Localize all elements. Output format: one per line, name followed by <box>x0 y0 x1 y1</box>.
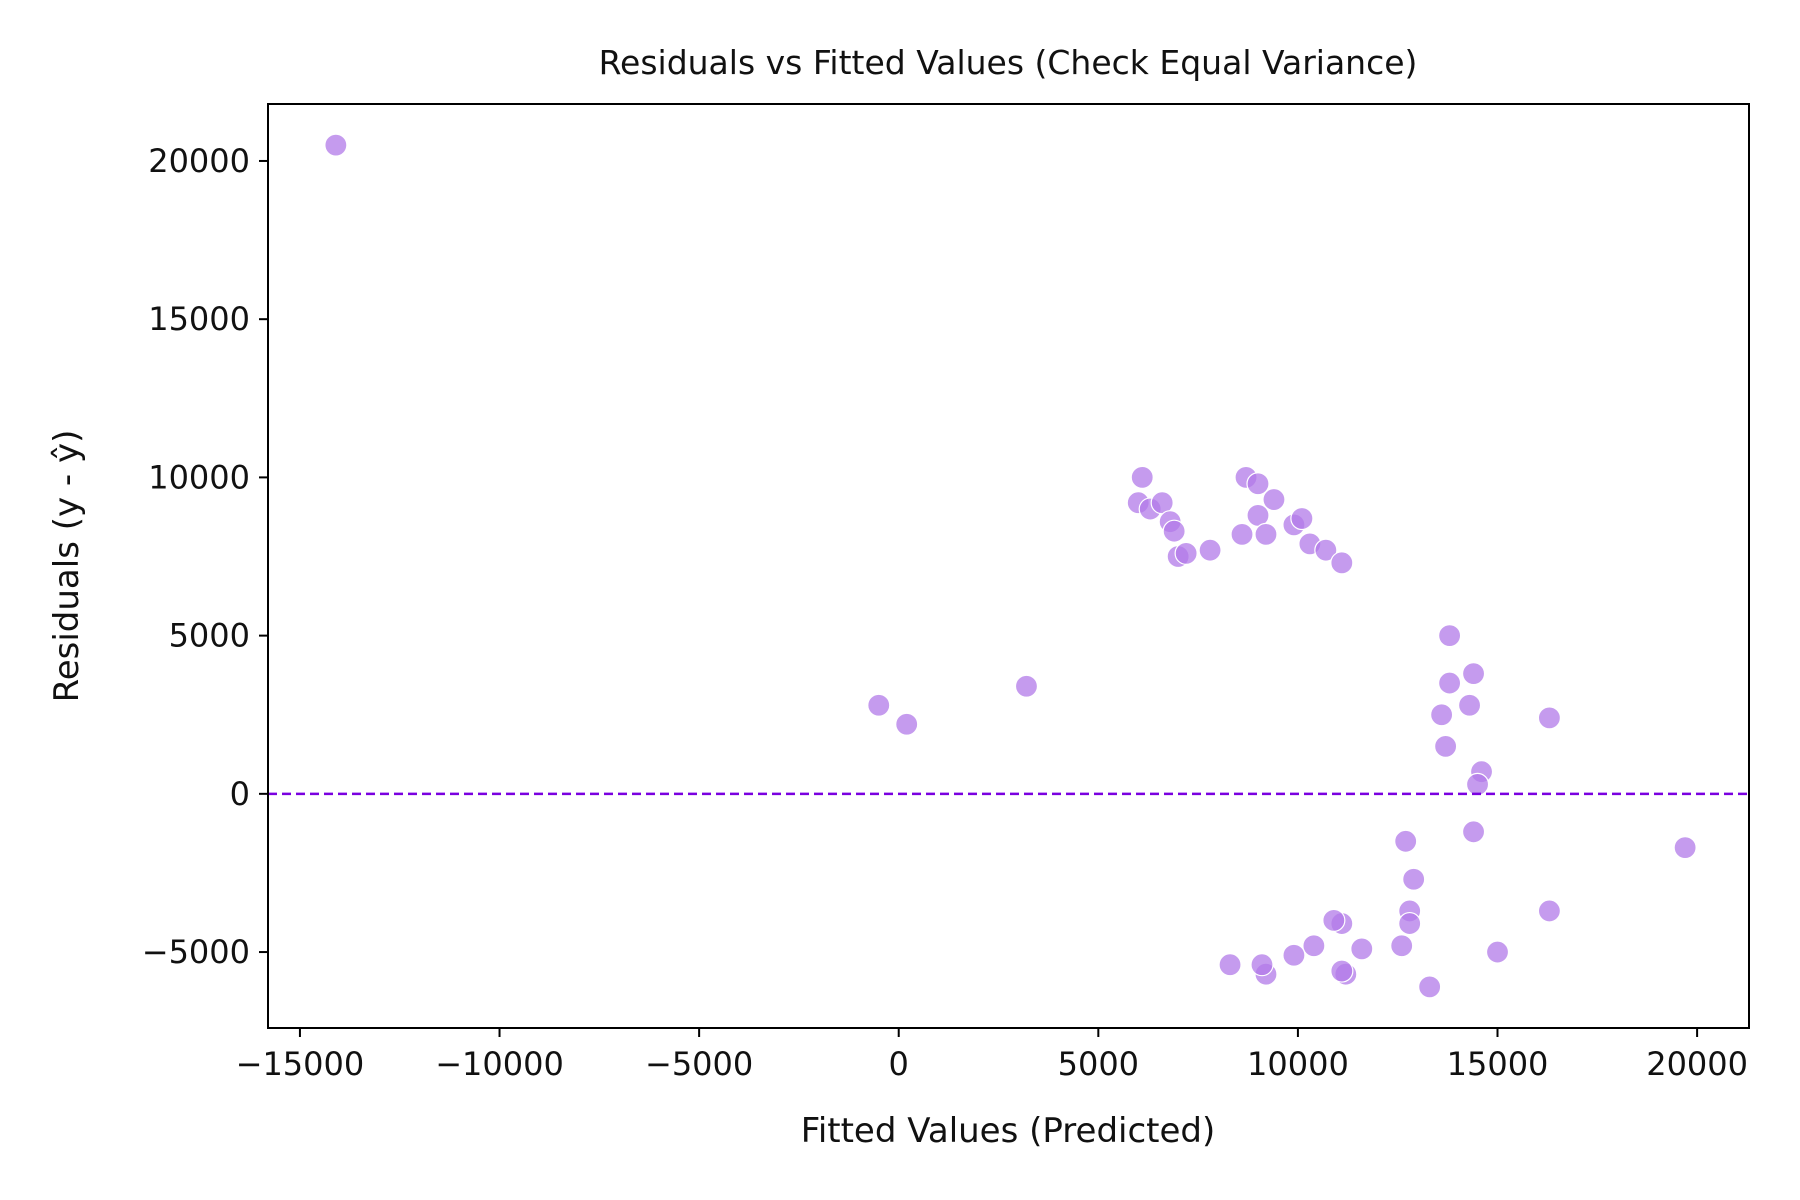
x-tick-label: −10000 <box>435 1045 564 1083</box>
scatter-point <box>1438 671 1462 695</box>
scatter-point <box>1438 624 1462 648</box>
x-tick-label: −5000 <box>645 1045 753 1083</box>
scatter-point <box>324 133 348 157</box>
scatter-point <box>1230 522 1254 546</box>
scatter-point <box>1398 911 1422 936</box>
scatter-point <box>1390 934 1414 958</box>
scatter-point <box>1014 674 1039 698</box>
scatter-point <box>1465 772 1490 796</box>
scatter-point <box>1130 465 1154 489</box>
scatter-point <box>1461 820 1486 844</box>
scatter-point <box>1350 937 1374 961</box>
x-tick-label: 10000 <box>1247 1045 1349 1083</box>
scatter-point <box>1302 934 1326 958</box>
scatter-point <box>1402 867 1426 891</box>
scatter-point <box>1198 538 1222 562</box>
scatter-point <box>1673 836 1697 860</box>
scatter-point <box>895 712 919 736</box>
chart-title: Residuals vs Fitted Values (Check Equal … <box>599 43 1418 82</box>
scatter-point <box>1537 899 1562 923</box>
scatter-point <box>1457 693 1482 717</box>
scatter-point <box>1418 975 1442 999</box>
x-axis-ticks: −15000 −10000 −5000 0 5000 10000 15000 20000 <box>236 1028 1748 1083</box>
scatter-point <box>1430 703 1454 727</box>
scatter-point <box>1246 472 1270 496</box>
scatter-point <box>1485 940 1510 964</box>
y-tick-label: 15000 <box>148 300 250 338</box>
x-axis-label: Fitted Values (Predicted) <box>801 1111 1216 1151</box>
scatter-point <box>1162 519 1186 543</box>
scatter-point <box>1174 541 1198 565</box>
y-tick-label: 5000 <box>169 617 250 655</box>
y-tick-label: 20000 <box>148 142 250 180</box>
scatter-point <box>1250 953 1274 977</box>
scatter-point <box>1314 538 1338 562</box>
scatter-point <box>1254 522 1278 546</box>
scatter-point <box>867 693 891 717</box>
scatter-point <box>1330 959 1354 983</box>
x-tick-label: −15000 <box>236 1045 365 1083</box>
y-axis-ticks: −5000 0 5000 10000 15000 20000 <box>142 142 268 971</box>
y-tick-label: −5000 <box>142 933 250 971</box>
y-tick-label: 10000 <box>148 458 250 496</box>
scatter-point <box>1262 487 1286 512</box>
x-tick-label: 15000 <box>1447 1045 1549 1083</box>
scatter-point <box>1282 943 1306 967</box>
scatter-point <box>1537 706 1562 730</box>
x-tick-label: 0 <box>889 1045 909 1083</box>
scatter-point <box>1322 908 1346 933</box>
scatter-points-layer <box>324 133 1697 999</box>
plot-area-frame <box>267 103 1750 1029</box>
scatter-point <box>1434 734 1458 758</box>
scatter-point <box>1394 829 1418 853</box>
scatter-point <box>1290 506 1314 531</box>
x-tick-label: 20000 <box>1646 1045 1748 1083</box>
x-tick-label: 5000 <box>1058 1045 1139 1083</box>
scatter-point <box>1218 953 1242 977</box>
y-tick-label: 0 <box>230 775 250 813</box>
y-axis-label: Residuals (y - ŷ) <box>47 430 87 703</box>
scatter-point <box>1461 661 1486 686</box>
scatter-point <box>1330 551 1354 575</box>
